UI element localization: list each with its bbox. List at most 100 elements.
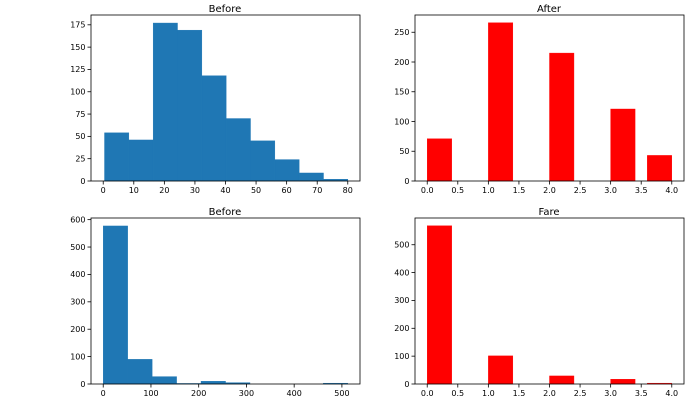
bar-0	[104, 132, 130, 182]
y-axis-ticks: 0 25 50 75 100 125 150 175	[70, 21, 91, 186]
y-tick-label: 250	[394, 28, 409, 37]
y-tick-label: 125	[70, 65, 85, 74]
x-tick-label: 0.5	[451, 186, 464, 195]
y-tick-label: 200	[394, 324, 409, 333]
subplot-before-age: Before 0 10 20 30 40 50 60 70 80 0 25 50 75 100 125 15…	[70, 4, 361, 195]
y-tick-label: 100	[70, 88, 85, 97]
x-tick-label: 3.0	[604, 389, 617, 398]
subplot-fare: Fare 0.0 0.5 1.0 1.5 2.0 2.5 3.0 3.5 4.0 0 100 200…	[394, 207, 685, 398]
x-tick-label: 70	[312, 186, 322, 195]
bar-3	[610, 379, 636, 385]
x-tick-label: 0.5	[451, 389, 464, 398]
y-tick-label: 300	[70, 298, 85, 307]
x-tick-label: 300	[239, 389, 254, 398]
x-tick-label: 0	[101, 186, 106, 195]
x-tick-label: 30	[190, 186, 200, 195]
x-tick-label: 0.0	[421, 389, 434, 398]
bar-1	[127, 359, 153, 385]
x-tick-label: 500	[334, 389, 349, 398]
y-tick-label: 100	[394, 117, 409, 126]
y-tick-label: 500	[394, 241, 409, 250]
x-tick-label: 1.5	[513, 389, 526, 398]
chart-title: Before	[209, 4, 242, 15]
chart-title: Fare	[538, 207, 559, 218]
y-tick-label: 75	[75, 110, 85, 119]
y-tick-label: 300	[394, 296, 409, 305]
axes-frame	[414, 217, 685, 385]
axes-frame	[90, 14, 361, 182]
x-tick-label: 3.5	[635, 186, 648, 195]
bar-4	[647, 155, 672, 182]
y-tick-label: 175	[70, 21, 85, 30]
y-tick-label: 50	[75, 132, 85, 141]
x-tick-label: 60	[282, 186, 292, 195]
chart-title: After	[537, 4, 562, 15]
y-tick-label: 200	[394, 58, 409, 67]
x-tick-label: 2.5	[574, 389, 587, 398]
x-tick-label: 1.0	[482, 389, 495, 398]
bar-7	[274, 159, 300, 182]
x-tick-label: 3.0	[604, 186, 617, 195]
y-tick-label: 0	[80, 380, 85, 389]
y-axis-ticks: 0 100 200 300 400 500 600	[70, 215, 91, 389]
y-tick-label: 400	[394, 268, 409, 277]
y-tick-label: 0	[404, 177, 409, 186]
y-tick-label: 50	[399, 147, 409, 156]
histogram-bars	[103, 225, 348, 385]
x-tick-label: 1.0	[482, 186, 495, 195]
x-tick-label: 0.0	[421, 186, 434, 195]
histogram-bars	[427, 225, 672, 385]
x-tick-label: 20	[159, 186, 169, 195]
histogram-bars	[427, 22, 672, 182]
x-axis-ticks: 0 10 20 30 40 50 60 70 80	[101, 181, 353, 195]
x-axis-ticks: 0.0 0.5 1.0 1.5 2.0 2.5 3.0 3.5 4.0	[421, 384, 678, 398]
x-tick-label: 1.5	[513, 186, 526, 195]
bar-2	[549, 375, 575, 385]
x-tick-label: 100	[143, 389, 158, 398]
y-tick-label: 500	[70, 243, 85, 252]
bar-4	[201, 75, 227, 182]
x-axis-ticks: 0 100 200 300 400 500	[101, 384, 350, 398]
bar-5	[225, 118, 251, 182]
x-tick-label: 0	[101, 389, 106, 398]
bar-1	[488, 355, 514, 385]
y-tick-label: 200	[70, 325, 85, 334]
x-tick-label: 80	[343, 186, 353, 195]
bar-2	[151, 376, 177, 385]
bar-1	[488, 22, 514, 182]
y-axis-ticks: 0 50 100 150 200 250	[394, 28, 415, 186]
bar-0	[427, 138, 452, 182]
bar-2	[152, 22, 178, 182]
subplot-after: After 0.0 0.5 1.0 1.5 2.0 2.5 3.0 3.5 4.0 0 50 100…	[394, 4, 685, 195]
axes-frame	[90, 217, 361, 385]
x-tick-label: 40	[220, 186, 230, 195]
bar-4	[200, 381, 226, 385]
x-tick-label: 4.0	[665, 389, 678, 398]
x-axis-ticks: 0.0 0.5 1.0 1.5 2.0 2.5 3.0 3.5 4.0	[421, 181, 678, 195]
x-tick-label: 200	[191, 389, 206, 398]
y-tick-label: 150	[394, 88, 409, 97]
bar-3	[610, 108, 636, 182]
bar-0	[103, 225, 128, 385]
y-tick-label: 0	[404, 380, 409, 389]
y-tick-label: 100	[70, 352, 85, 361]
x-tick-label: 50	[251, 186, 261, 195]
bar-2	[549, 52, 575, 182]
y-tick-label: 100	[394, 352, 409, 361]
bar-6	[250, 140, 276, 182]
y-axis-ticks: 0 100 200 300 400 500	[394, 241, 415, 389]
y-tick-label: 600	[70, 215, 85, 224]
bar-8	[298, 172, 324, 182]
x-tick-label: 4.0	[665, 186, 678, 195]
bar-0	[427, 225, 452, 385]
chart-title: Before	[209, 207, 242, 218]
x-tick-label: 10	[129, 186, 139, 195]
y-tick-label: 0	[80, 177, 85, 186]
y-tick-label: 400	[70, 270, 85, 279]
subplot-before-fare: Before 0 100 200 300 400 500 0 100 200 300 400 500…	[70, 207, 361, 398]
histogram-bars	[104, 22, 349, 182]
x-tick-label: 2.5	[574, 186, 587, 195]
bar-1	[128, 139, 154, 182]
y-tick-label: 25	[75, 154, 85, 163]
